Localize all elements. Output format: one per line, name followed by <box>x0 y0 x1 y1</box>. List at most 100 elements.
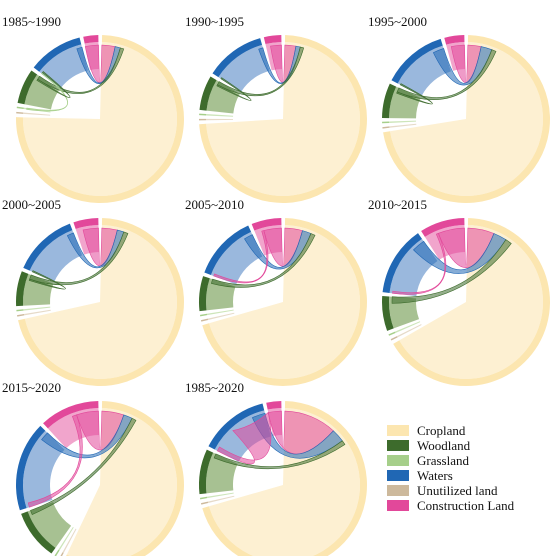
panel-title: 2015~2020 <box>2 380 62 395</box>
chord-diagram <box>382 218 550 386</box>
group-arc-unutilized-land <box>200 501 209 505</box>
group-arc-unutilized-land <box>16 111 24 114</box>
group-fill-woodland <box>27 502 72 548</box>
chord-waters-to-construction-land <box>392 232 447 295</box>
group-arc-waters <box>204 225 252 275</box>
group-arc-waters <box>208 403 265 450</box>
group-fill-grassland <box>206 309 234 316</box>
chord-cropland-to-woodland <box>210 233 316 288</box>
group-arc-construction-land <box>73 218 99 229</box>
chord-panel: 1985~1990 <box>0 14 184 204</box>
chord-waters-to-construction-land <box>27 414 83 508</box>
panel-title: 2005~2010 <box>185 197 245 212</box>
legend-swatch-unutilized-land <box>387 485 409 496</box>
chord-panel: 1990~1995 <box>183 14 367 204</box>
panel-title: 1985~1990 <box>2 14 62 29</box>
chord-waters-to-construction-land <box>213 230 269 284</box>
group-arc-construction-land <box>421 218 465 237</box>
chord-panel: 1985~2020 <box>183 380 367 556</box>
legend-swatch-construction-land <box>387 500 409 511</box>
group-fill-woodland <box>389 296 420 329</box>
chord-diagram <box>199 218 367 386</box>
group-arc-grassland <box>199 496 208 500</box>
group-arc-construction-land <box>263 35 282 45</box>
legend-item-grassland: Grassland <box>387 453 547 468</box>
group-arc-woodland <box>199 76 217 111</box>
legend: Cropland Woodland Grassland Waters Unuti… <box>387 423 547 513</box>
group-arc-waters <box>391 38 443 84</box>
chord-cropland-to-construction-land <box>267 410 334 455</box>
legend-label-waters: Waters <box>417 467 453 483</box>
group-arc-unutilized-land <box>60 552 64 556</box>
chord-waters-to-woodland <box>216 77 252 101</box>
chord-diagram <box>199 401 367 556</box>
group-arc-waters <box>382 233 422 293</box>
panel-title: 2000~2005 <box>2 197 62 212</box>
chord-waters-to-woodland <box>36 71 71 98</box>
group-fill-unutilized-land <box>206 118 234 121</box>
chord-cropland-to-woodland <box>391 239 512 304</box>
group-arc-unutilized-land <box>382 126 390 129</box>
chord-waters-to-woodland <box>396 83 433 105</box>
chord-diagram <box>199 35 367 204</box>
group-arc-woodland <box>382 83 397 119</box>
group-fill-grassland <box>23 306 51 311</box>
group-fill-unutilized-land <box>207 495 235 503</box>
chord-panel: 1995~2000 <box>366 14 550 204</box>
group-fill-waters <box>39 44 88 89</box>
panel-title: 1990~1995 <box>185 14 245 29</box>
chord-diagram <box>15 35 184 204</box>
group-fill-cropland <box>209 225 360 379</box>
group-arc-woodland <box>17 70 38 105</box>
group-fill-unutilized-land <box>23 112 51 116</box>
legend-swatch-cropland <box>387 425 409 436</box>
group-arc-unutilized-land <box>17 314 25 317</box>
panel-title: 1995~2000 <box>368 14 428 29</box>
legend-label-unutilized-land: Unutilized land <box>417 482 498 498</box>
legend-item-waters: Waters <box>387 468 547 483</box>
group-fill-cropland <box>206 42 360 196</box>
chord-panel: 2010~2015 <box>366 197 550 386</box>
chord-waters-to-woodland <box>28 270 66 290</box>
chord-waters-to-construction-land <box>216 411 272 465</box>
group-fill-cropland <box>389 42 543 196</box>
group-arc-woodland <box>382 295 394 331</box>
group-fill-waters <box>218 44 270 92</box>
group-arc-unutilized-land <box>199 118 207 121</box>
group-arc-woodland <box>16 271 29 307</box>
group-fill-unutilized-land <box>23 309 51 316</box>
legend-label-cropland: Cropland <box>417 422 466 438</box>
legend-item-woodland: Woodland <box>387 438 547 453</box>
group-fill-grassland <box>394 321 421 333</box>
group-arc-waters <box>15 425 46 511</box>
group-fill-cropland <box>66 408 177 556</box>
group-arc-grassland <box>54 549 60 556</box>
group-arc-waters <box>212 38 263 78</box>
group-arc-construction-land <box>43 401 99 429</box>
group-fill-grassland <box>58 527 74 551</box>
group-fill-grassland <box>389 120 417 123</box>
group-fill-cropland <box>24 225 177 379</box>
group-arc-construction-land <box>444 35 465 45</box>
group-arc-grassland <box>388 331 396 336</box>
legend-label-construction-land: Construction Land <box>417 497 515 513</box>
group-fill-cropland <box>399 225 543 379</box>
group-arc-unutilized-land <box>200 318 209 322</box>
group-arc-grassland <box>16 309 24 312</box>
legend-swatch-waters <box>387 470 409 481</box>
group-arc-grassland <box>199 113 207 116</box>
chord-panel: 2005~2010 <box>183 197 367 386</box>
group-fill-woodland <box>206 80 240 114</box>
group-arc-woodland <box>199 449 214 495</box>
panel-title: 1985~2020 <box>185 380 245 395</box>
group-fill-unutilized-land <box>396 324 422 338</box>
group-fill-grassland <box>206 492 234 499</box>
chord-diagram <box>16 218 185 386</box>
group-arc-woodland <box>199 276 210 312</box>
legend-item-cropland: Cropland <box>387 423 547 438</box>
legend-swatch-grassland <box>387 455 409 466</box>
chord-cropland-to-woodland <box>213 440 346 470</box>
group-arc-grassland <box>382 121 390 124</box>
group-arc-waters <box>33 37 82 72</box>
